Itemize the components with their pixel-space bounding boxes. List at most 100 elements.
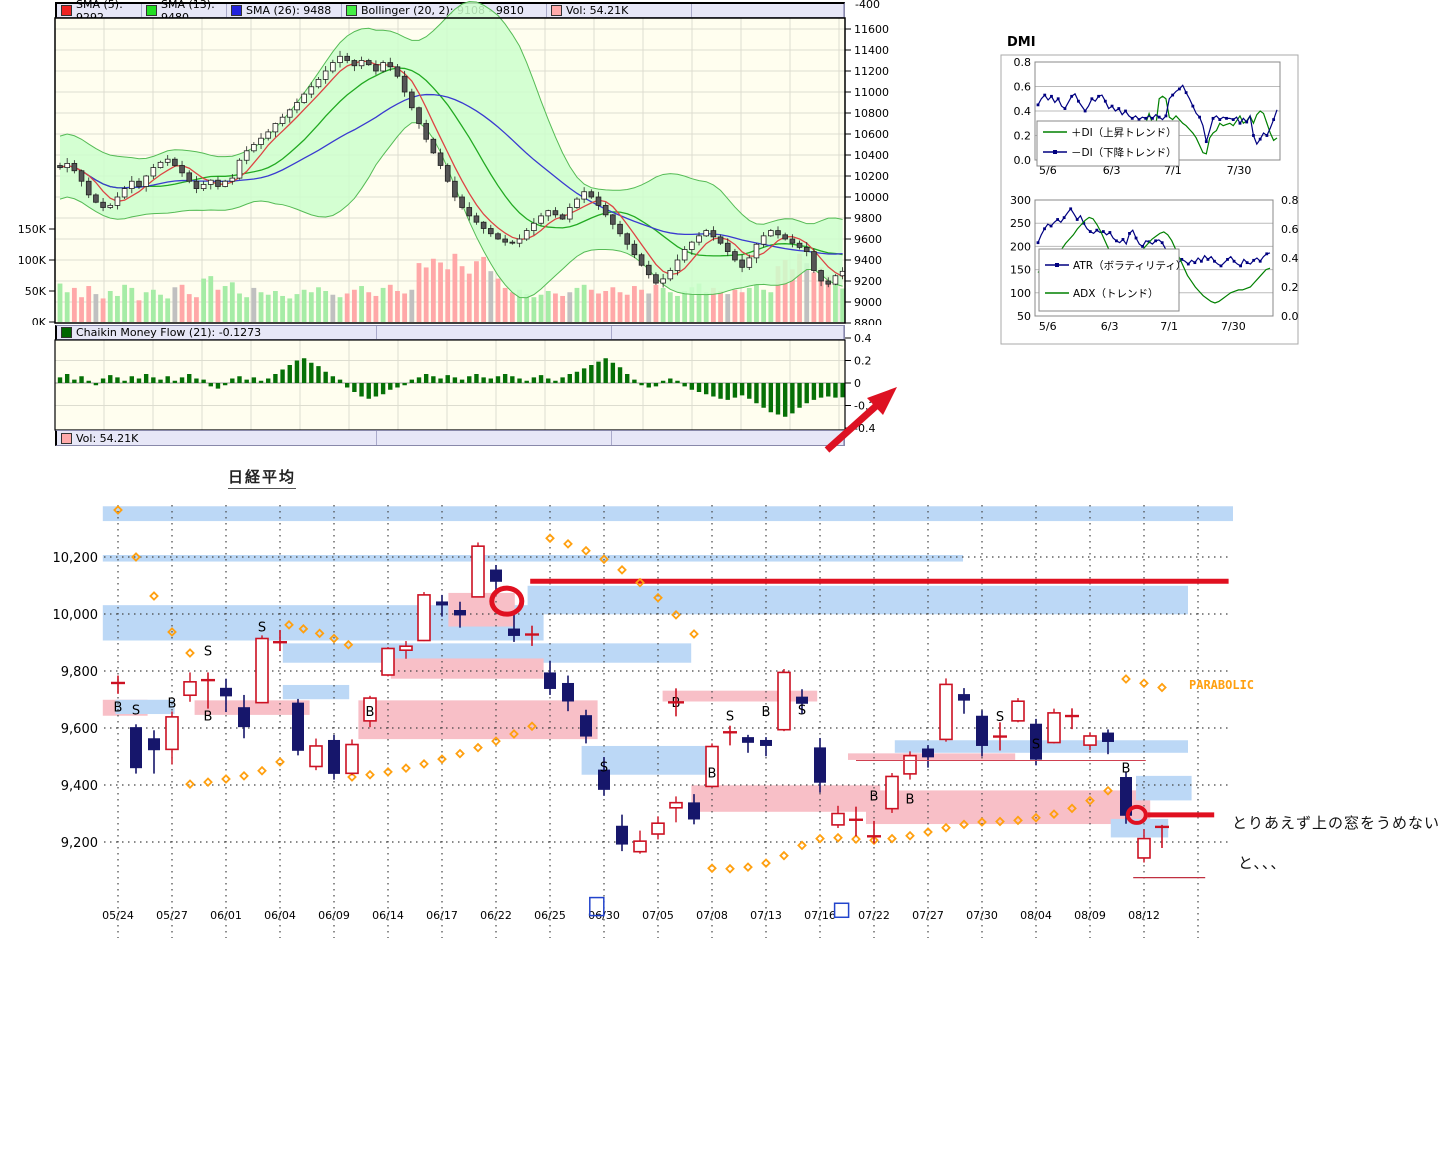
legend-color-swatch <box>551 5 562 16</box>
nikkei-ytick: 9,800 <box>61 665 98 680</box>
nikkei-chart-title: 日経平均 <box>228 466 297 489</box>
indicator-legend-item: SMA (26): 9488 <box>227 4 342 17</box>
dmi1-ytick: 0.4 <box>1014 105 1032 118</box>
legend-color-swatch <box>146 5 157 16</box>
dmi-legend-label: ＋DI（上昇トレンド） <box>1071 127 1177 139</box>
dmi-series-ADX <box>1037 216 1271 304</box>
price-chart-panel: SMA (5): 9292 SMA (13): 9480 SMA (26): 948… <box>0 0 920 453</box>
dotted-grid <box>104 505 1230 938</box>
adx-ytick: 0.8 <box>1281 194 1299 207</box>
legend-label: Vol: 54.21K <box>566 4 629 17</box>
dmi-chart2-border <box>1034 199 1274 317</box>
chaikin-axis-label: 0.4 <box>854 332 872 345</box>
candlestick-series <box>111 542 1169 863</box>
legend-empty-cell <box>612 431 844 445</box>
adx-ytick: 0.2 <box>1281 281 1299 294</box>
chaikin-color-swatch <box>61 327 72 338</box>
nikkei-date-label: 07/16 <box>804 909 836 922</box>
chaikin-axis-label: 0 <box>854 377 861 390</box>
nikkei-date-label: 07/13 <box>750 909 782 922</box>
dmi1-ytick: 0.8 <box>1014 56 1032 69</box>
nikkei-date-label: 05/27 <box>156 909 188 922</box>
prev-panel-axis-label: -400 <box>855 0 880 11</box>
nikkei-ytick: 10,000 <box>53 608 99 623</box>
dmi-panel: DMI 0.8 0.6 0.4 0.2 0.0 5/6 6/3 7/1 7/30 ＋DI（上昇トレ… <box>993 33 1305 351</box>
signal-sell-marker: S <box>204 645 212 660</box>
chaikin-legend-item: Chaikin Money Flow (21): -0.1273 <box>57 326 377 339</box>
legend-color-swatch <box>231 5 242 16</box>
price-axis-label: 11000 <box>854 86 889 99</box>
nikkei-date-label: 08/04 <box>1020 909 1052 922</box>
signal-buy-marker: B <box>708 767 717 782</box>
price-axis-label: 10600 <box>854 128 889 141</box>
volume-axis-label: 100K <box>18 254 47 267</box>
price-axis-label: 9400 <box>854 254 882 267</box>
price-axis-label: 8800 <box>854 317 882 325</box>
signal-buy-marker: B <box>762 705 771 720</box>
price-axis-label: 9200 <box>854 275 882 288</box>
price-axis-label: 11600 <box>854 23 889 36</box>
price-axis-label: 11200 <box>854 65 889 78</box>
nikkei-date-label: 07/22 <box>858 909 890 922</box>
signal-buy-marker: B <box>204 710 213 725</box>
signal-sell-marker: S <box>132 703 140 718</box>
nikkei-date-label: 06/22 <box>480 909 512 922</box>
legend-empty-cell <box>377 326 612 339</box>
price-axis-label: 9000 <box>854 296 882 309</box>
nikkei-date-label: 07/30 <box>966 909 998 922</box>
signal-buy-marker: B <box>870 789 879 804</box>
blue-box-artifact <box>833 902 850 919</box>
atr-xtick: 7/30 <box>1221 320 1246 333</box>
volume-legend-strip: Vol: 54.21K <box>55 430 845 446</box>
price-axis-label: 10800 <box>854 107 889 120</box>
dmi1-xtick: 5/6 <box>1039 164 1057 177</box>
price-axis-label: 9800 <box>854 212 882 225</box>
volume-legend-label: Vol: 54.21K <box>76 431 139 445</box>
red-arrow-annotation <box>824 387 897 453</box>
dmi-charts: 0.8 0.6 0.4 0.2 0.0 5/6 6/3 7/1 7/30 ＋DI（上昇トレンド） －… <box>1000 54 1299 345</box>
parabolic-sar-label: PARABOLIC <box>1189 678 1255 692</box>
atr-ytick: 50 <box>1017 310 1031 323</box>
atr-ytick: 100 <box>1010 287 1031 300</box>
dmi-legend-label: ADX（トレンド） <box>1073 288 1158 300</box>
atr-ytick: 250 <box>1010 217 1031 230</box>
legend-color-swatch <box>61 5 72 16</box>
nikkei-date-label: 06/04 <box>264 909 296 922</box>
dmi-panel-title: DMI <box>1007 35 1036 50</box>
atr-xtick: 5/6 <box>1039 320 1057 333</box>
nikkei-date-label: 06/17 <box>426 909 458 922</box>
parabolic-sar-dots <box>113 505 1167 874</box>
annotation-note-line2: と、、、 <box>1238 854 1287 872</box>
nikkei-date-label: 06/01 <box>210 909 242 922</box>
sma5-line <box>59 60 843 278</box>
price-volume-chart: 11600 11400 11200 11000 10800 10600 10400 10200… <box>18 1 889 325</box>
nikkei-date-label: 07/27 <box>912 909 944 922</box>
price-axis-labels: 10,200 10,000 9,800 9,600 9,400 9,200 <box>53 551 99 851</box>
dmi1-ytick: 0.0 <box>1014 154 1032 167</box>
signal-buy-marker: B <box>366 705 375 720</box>
annotation-note-line1: とりあえず上の窓をうめない <box>1232 814 1441 832</box>
signal-sell-marker: S <box>258 621 266 636</box>
dmi1-ytick: 0.2 <box>1014 130 1032 143</box>
date-axis-labels: 05/24 05/27 06/01 06/04 06/09 06/14 06/17 06/22… <box>102 909 1160 922</box>
price-axis-label: 11400 <box>854 44 889 57</box>
nikkei-chart-panel: 日経平均 10,200 10,000 9,800 9,600 9,400 9,200 B S B… <box>0 455 1456 975</box>
volume-legend-item: Vol: 54.21K <box>57 431 377 445</box>
signal-sell-marker: S <box>996 710 1004 725</box>
bollinger-upper-line <box>59 1 843 225</box>
price-axis-label: 9600 <box>854 233 882 246</box>
legend-empty-cell <box>612 326 844 339</box>
nikkei-date-label: 08/12 <box>1128 909 1160 922</box>
legend-label: SMA (26): 9488 <box>246 4 332 17</box>
nikkei-date-label: 05/24 <box>102 909 134 922</box>
signal-sell-marker: S <box>726 710 734 725</box>
nikkei-ytick: 9,600 <box>61 722 98 737</box>
dmi-legend-label: －DI（下降トレンド） <box>1071 146 1177 159</box>
price-axis-label: 10200 <box>854 170 889 183</box>
adx-ytick: 0.4 <box>1281 252 1299 265</box>
dmi1-xtick: 7/1 <box>1164 164 1182 177</box>
dmi1-ytick: 0.6 <box>1014 81 1032 94</box>
candlestick-series <box>57 50 846 288</box>
